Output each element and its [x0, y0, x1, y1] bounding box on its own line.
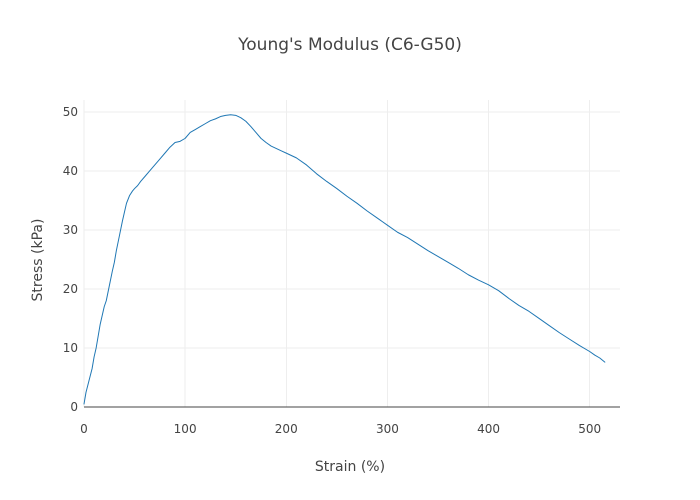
x-tick-label: 400	[477, 422, 500, 436]
y-tick-label: 50	[63, 105, 78, 119]
y-axis-title: Stress (kPa)	[30, 219, 46, 302]
y-tick-label: 0	[70, 400, 78, 414]
grid-layer	[83, 100, 620, 407]
x-tick-label: 0	[80, 422, 88, 436]
series-line	[83, 114, 606, 405]
y-tick-label: 40	[63, 164, 78, 178]
x-axis-title: Strain (%)	[315, 459, 385, 475]
y-tick-label: 30	[63, 223, 78, 237]
series-layer	[83, 114, 606, 405]
y-tick-label: 20	[63, 282, 78, 296]
y-tick-label: 10	[63, 341, 78, 355]
x-tick-label: 300	[376, 422, 399, 436]
ticks-layer: 0 100 200 300 400 500 0 10 20 30 40 50	[63, 105, 601, 436]
x-tick-label: 100	[174, 422, 197, 436]
chart-title: Young's Modulus (C6-G50)	[237, 35, 462, 55]
x-tick-label: 500	[578, 422, 601, 436]
x-tick-label: 200	[275, 422, 298, 436]
